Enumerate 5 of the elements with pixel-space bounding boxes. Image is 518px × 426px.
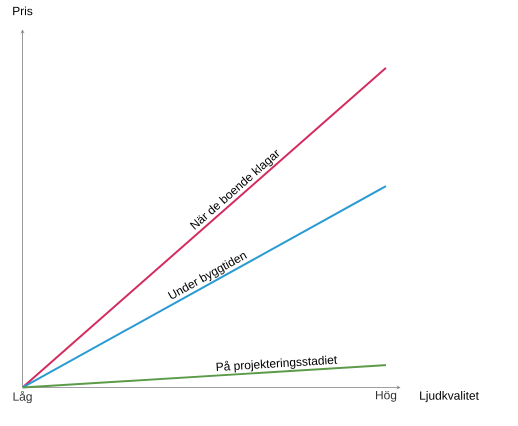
y-axis-title: Pris [13,6,32,16]
x-tick-label: Låg [14,391,32,404]
x-axis-title: Ljudkvalitet [420,391,479,402]
x-tick-label: Hög [376,391,396,402]
series-label: På projekteringsstadiet [216,356,338,372]
